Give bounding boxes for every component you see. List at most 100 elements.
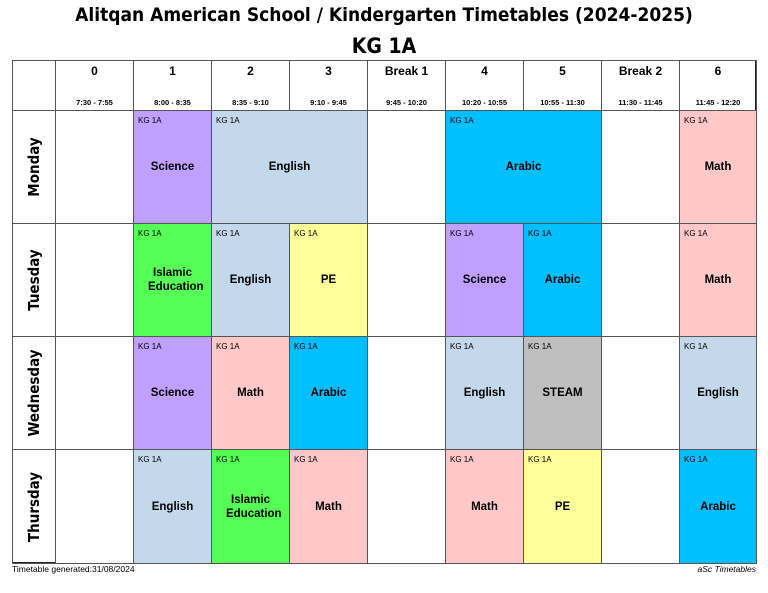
empty-cell xyxy=(601,223,680,337)
lesson-subject: PE xyxy=(320,274,337,286)
empty-cell xyxy=(367,336,446,450)
period-time: 11:45 - 12:20 xyxy=(695,98,741,107)
lesson-group: KG 1A xyxy=(684,116,708,125)
lesson-cell: KG 1A Math xyxy=(289,449,368,564)
lesson-group: KG 1A xyxy=(216,455,240,464)
period-header: 1 8:00 - 8:35 xyxy=(133,60,212,111)
lesson-cell: KG 1A PE xyxy=(289,223,368,337)
period-time: 10:55 - 11:30 xyxy=(540,98,585,107)
day-cell: Thursday xyxy=(12,449,56,564)
lesson-cell: KG 1A Math xyxy=(211,336,290,450)
lesson-group: KG 1A xyxy=(138,116,162,125)
lesson-group: KG 1A xyxy=(216,342,240,351)
period-time: 11:30 - 11:45 xyxy=(618,98,663,107)
lesson-subject: PE xyxy=(554,500,571,513)
lesson-subject: Arabic xyxy=(544,274,581,286)
lesson-subject: Math xyxy=(315,500,342,513)
period-header: 4 10:20 - 10:55 xyxy=(445,60,524,111)
lesson-subject: Arabic xyxy=(310,387,347,399)
period-name: 3 xyxy=(325,64,332,78)
period-time: 8:35 - 9:10 xyxy=(232,98,269,107)
period-time: 7:30 - 7:55 xyxy=(76,98,113,107)
empty-cell xyxy=(601,449,680,564)
period-header: 2 8:35 - 9:10 xyxy=(211,60,290,111)
empty-cell xyxy=(55,223,134,337)
empty-cell xyxy=(55,449,134,564)
lesson-cell: KG 1A Arabic xyxy=(289,336,368,450)
lesson-subject: Science xyxy=(150,387,195,399)
lesson-cell: KG 1A Math xyxy=(445,449,524,564)
lesson-subject: STEAM xyxy=(542,387,583,399)
period-name: 4 xyxy=(481,64,488,78)
day-name: Thursday xyxy=(25,471,43,542)
lesson-cell: KG 1A Math xyxy=(679,223,757,337)
lesson-group: KG 1A xyxy=(450,455,474,464)
lesson-group: KG 1A xyxy=(450,229,474,238)
page-title: Alitqan American School / Kindergarten T… xyxy=(75,4,693,26)
lesson-subject: English xyxy=(463,387,506,399)
lesson-group: KG 1A xyxy=(294,455,318,464)
lesson-cell: KG 1A Science xyxy=(133,336,212,450)
lesson-group: KG 1A xyxy=(216,116,240,125)
day-cell: Wednesday xyxy=(12,336,56,450)
lesson-cell: KG 1A Arabic xyxy=(523,223,602,337)
period-name: 1 xyxy=(169,64,176,78)
lesson-cell: KG 1A Math xyxy=(679,110,757,224)
period-name: Break 2 xyxy=(618,64,663,78)
empty-cell xyxy=(55,336,134,450)
lesson-group: KG 1A xyxy=(294,229,318,238)
period-header: Break 1 9:45 - 10:20 xyxy=(367,60,446,111)
lesson-subject: Math xyxy=(237,387,264,399)
period-name: 5 xyxy=(559,64,566,78)
period-time: 9:10 - 9:45 xyxy=(310,98,347,107)
lesson-group: KG 1A xyxy=(138,342,162,351)
period-name: Break 1 xyxy=(384,64,429,78)
lesson-cell: KG 1A Arabic xyxy=(445,110,602,224)
lesson-cell: KG 1A Science xyxy=(445,223,524,337)
lesson-group: KG 1A xyxy=(450,342,474,351)
footer-right: aSc Timetables xyxy=(697,564,756,574)
day-name: Wednesday xyxy=(25,349,43,437)
empty-cell xyxy=(367,223,446,337)
empty-cell xyxy=(367,449,446,564)
lesson-subject: Arabic xyxy=(700,500,736,513)
lesson-subject: Islamic Education xyxy=(226,493,282,520)
lesson-subject: Arabic xyxy=(505,161,542,173)
lesson-cell: KG 1A Islamic Education xyxy=(133,223,212,337)
day-cell: Tuesday xyxy=(12,223,56,337)
day-name: Monday xyxy=(25,137,43,197)
period-header: 3 9:10 - 9:45 xyxy=(289,60,368,111)
lesson-cell: KG 1A English xyxy=(679,336,757,450)
lesson-group: KG 1A xyxy=(684,342,708,351)
period-time: 9:45 - 10:20 xyxy=(386,98,427,107)
day-name: Tuesday xyxy=(25,249,43,311)
lesson-cell: KG 1A STEAM xyxy=(523,336,602,450)
period-time: 10:20 - 10:55 xyxy=(461,98,508,107)
lesson-group: KG 1A xyxy=(528,229,552,238)
lesson-subject: Math xyxy=(704,161,732,173)
lesson-group: KG 1A xyxy=(450,116,474,125)
period-header: Break 2 11:30 - 11:45 xyxy=(601,60,680,111)
lesson-subject: Science xyxy=(462,274,507,286)
day-cell: Monday xyxy=(12,110,56,224)
lesson-group: KG 1A xyxy=(684,229,708,238)
lesson-subject: Science xyxy=(150,161,195,173)
lesson-subject: Math xyxy=(471,500,498,513)
lesson-subject: English xyxy=(151,500,194,513)
lesson-cell: KG 1A Science xyxy=(133,110,212,224)
lesson-cell: KG 1A English xyxy=(133,449,212,564)
lesson-subject: Math xyxy=(704,274,732,286)
period-name: 0 xyxy=(91,64,98,78)
period-header: 0 7:30 - 7:55 xyxy=(55,60,134,111)
lesson-cell: KG 1A English xyxy=(445,336,524,450)
empty-cell xyxy=(601,110,680,224)
lesson-cell: KG 1A Islamic Education xyxy=(211,449,290,564)
empty-cell xyxy=(55,110,134,224)
lesson-cell: KG 1A English xyxy=(211,223,290,337)
period-header: 5 10:55 - 11:30 xyxy=(523,60,602,111)
lesson-group: KG 1A xyxy=(216,229,240,238)
lesson-group: KG 1A xyxy=(528,455,552,464)
empty-cell xyxy=(601,336,680,450)
footer-left: Timetable generated:31/08/2024 xyxy=(12,564,135,574)
